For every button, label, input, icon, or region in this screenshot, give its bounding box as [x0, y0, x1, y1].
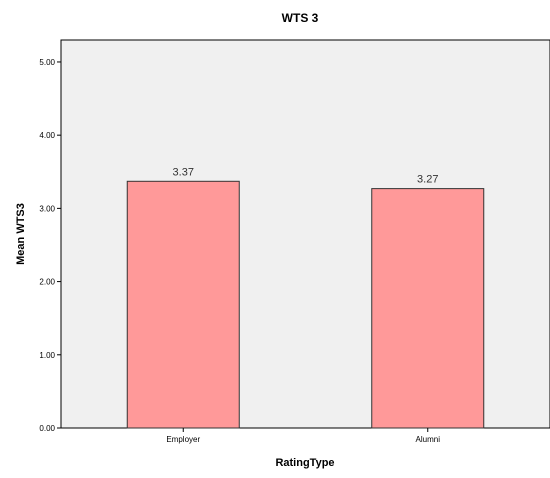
data-label: 3.37 [173, 166, 194, 178]
bar-alumni [371, 188, 485, 429]
x-tick-label: Alumni [416, 435, 441, 444]
y-tick-label: 2.00 [39, 278, 55, 287]
bar-employer [126, 180, 240, 429]
y-tick-label: 1.00 [39, 351, 55, 360]
x-tick-label: Employer [166, 435, 200, 444]
y-tick-label: 3.00 [39, 204, 55, 213]
x-axis: Employer Alumni [166, 428, 440, 444]
chart-title: WTS 3 [282, 11, 319, 25]
y-tick-label: 4.00 [39, 131, 55, 140]
y-axis-label: Mean WTS3 [15, 203, 27, 265]
x-axis-label: RatingType [275, 457, 334, 469]
y-tick-label: 0.00 [39, 424, 55, 433]
y-tick-label: 5.00 [39, 58, 55, 67]
bars-group: 3.37 3.27 [126, 166, 485, 429]
data-label: 3.27 [417, 174, 438, 186]
y-axis: 0.00 1.00 2.00 3.00 4.00 5.00 [39, 58, 61, 433]
